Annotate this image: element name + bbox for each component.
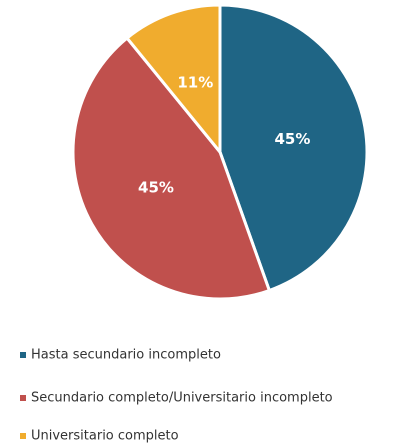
legend-swatch: [20, 352, 26, 358]
pie-slice: [124, 3, 222, 157]
legend-label: Hasta secundario incompleto: [31, 348, 221, 363]
slice-label: 11%: [177, 73, 213, 91]
slice-label: 45%: [274, 130, 310, 148]
pie-slice: [218, 3, 369, 293]
pie-slice: [71, 35, 272, 301]
slice-label: 45%: [138, 179, 174, 197]
legend-label: Secundario completo/Universitario incomp…: [31, 391, 333, 406]
legend-swatch: [20, 433, 26, 439]
legend-label: Universitario completo: [31, 429, 179, 444]
legend-swatch: [20, 395, 26, 401]
